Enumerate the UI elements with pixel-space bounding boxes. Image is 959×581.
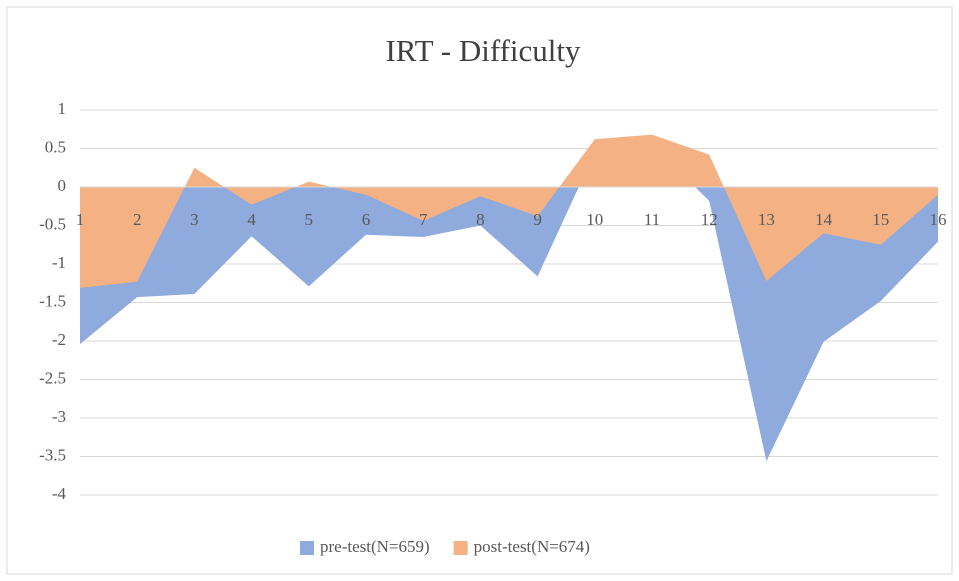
chart-title: IRT - Difficulty [385, 33, 581, 68]
x-tick-label: 12 [701, 210, 718, 229]
y-tick-label: 0.5 [45, 137, 66, 156]
y-tick-label: -1.5 [39, 291, 66, 310]
legend-label: post-test(N=674) [474, 537, 590, 556]
x-tick-label: 16 [930, 210, 947, 229]
x-tick-label: 4 [247, 210, 256, 229]
area [80, 134, 938, 288]
legend-label: pre-test(N=659) [320, 537, 430, 556]
x-tick-label: 14 [815, 210, 833, 229]
legend-swatch [453, 541, 468, 555]
y-tick-label: -3.5 [39, 445, 66, 464]
x-tick-label: 9 [533, 210, 542, 229]
x-tick-label: 7 [419, 210, 428, 229]
x-tick-label: 10 [586, 210, 603, 229]
labels: -4-3.5-3-2.5-2-1.5-1-0.500.511 2 3 4 5 6 7 8 9 10… [39, 99, 946, 503]
x-tick-label: 6 [362, 210, 371, 229]
x-tick-label: 1 [76, 210, 85, 229]
y-tick-label: 0 [58, 176, 67, 195]
areas [80, 134, 938, 462]
x-tick-label: 15 [872, 210, 889, 229]
y-tick-label: -2 [52, 330, 66, 349]
legend-swatch [300, 541, 314, 555]
y-tick-label: -2.5 [39, 368, 66, 387]
area [80, 144, 938, 462]
x-tick-label: 11 [644, 210, 660, 229]
y-tick-label: -0.5 [39, 214, 66, 233]
y-tick-label: -3 [52, 407, 66, 426]
x-tick-label: 5 [305, 210, 314, 229]
legend: pre-test(N=659) post-test(N=674) [300, 537, 590, 556]
x-tick-label: 13 [758, 210, 775, 229]
x-tick-label: 8 [476, 210, 485, 229]
y-tick-label: 1 [58, 99, 67, 118]
x-tick-label: 2 [133, 210, 142, 229]
x-tick-label: 3 [190, 210, 199, 229]
y-tick-label: -1 [52, 253, 66, 272]
y-tick-label: -4 [52, 484, 67, 503]
